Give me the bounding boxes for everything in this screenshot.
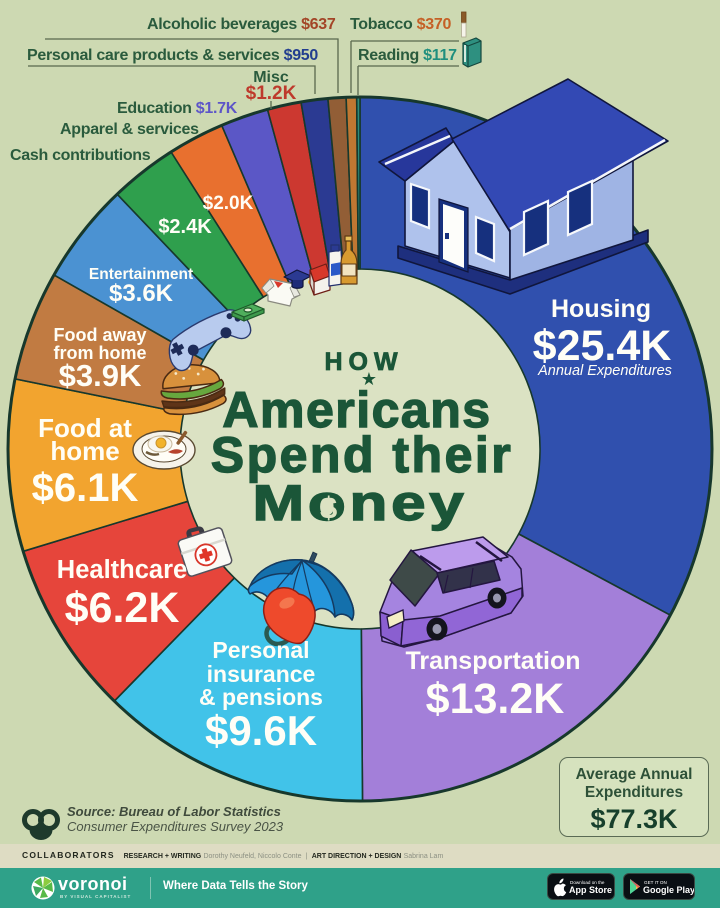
svg-text:App Store: App Store [569, 885, 612, 895]
svg-text:Google Play: Google Play [643, 885, 694, 895]
svg-text:GET IT ON: GET IT ON [644, 880, 667, 885]
svg-text:Download on the: Download on the [570, 880, 605, 885]
